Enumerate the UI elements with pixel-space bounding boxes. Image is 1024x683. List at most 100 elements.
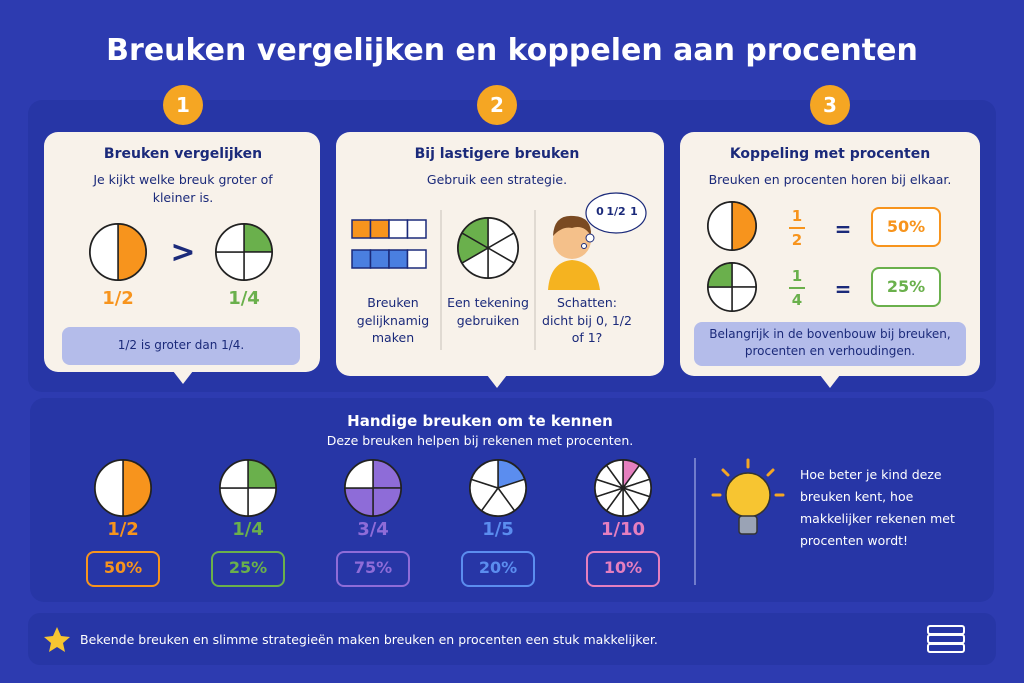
pie-slice [707,201,733,251]
pie-slice [460,217,489,250]
pie-slice [470,459,499,490]
percent: 25% [886,277,926,296]
equals: = [834,217,852,241]
card [44,132,320,372]
thought-dot [581,243,587,249]
fraction: 1/2 [107,519,139,540]
equals: = [834,277,852,301]
bulb [725,472,771,518]
step-heading: Koppeling met procenten [729,146,931,162]
boy-head [553,221,591,259]
fraction: 1/10 [600,519,646,540]
boy-hair [553,215,592,236]
section-subtitle: Deze breuken helpen bij rekenen met proc… [326,433,634,448]
denominator: 2 [791,231,803,249]
bar-cell [369,219,390,239]
pie-slice [94,459,124,517]
card-pointer [820,375,840,388]
fraction: 3/4 [357,519,389,540]
pie-slice [247,487,277,517]
tip: Hoe beter je kind deze breuken kent, hoe… [800,467,955,548]
percent: 75% [353,558,393,577]
pie-slice [215,223,245,253]
percent: 50% [103,558,143,577]
footer-bar [28,613,996,665]
step-badge [477,85,517,125]
bar-cell [388,219,409,239]
denominator: 4 [791,291,803,309]
thought-dot [585,233,595,243]
step-number: 3 [823,93,837,117]
pie-slice [731,286,757,312]
percent: 25% [228,558,268,577]
step-badge [810,85,850,125]
title: Breuken vergelijken en koppelen aan proc… [106,33,918,68]
fraction: 1/5 [482,519,514,540]
percent: 20% [478,558,518,577]
pie-slice [219,487,249,517]
note-box [694,322,966,366]
percent-box [586,551,660,587]
percent: 10% [603,558,643,577]
card [680,132,980,376]
step-heading: Bij lastigere breuken [414,146,580,162]
note-box [62,327,300,365]
step-number: 1 [176,93,190,117]
fraction: 1/4 [228,288,260,309]
card-pointer [487,375,507,388]
pie-slice [707,262,733,288]
step-heading: Breuken vergelijken [103,146,263,162]
star-icon [44,627,70,652]
bulb-ray [721,468,730,477]
percent: 50% [886,217,926,236]
percent-box [461,551,535,587]
strategy: Breuken gelijknamig maken [356,295,430,345]
thought-bubble [585,192,647,234]
strategy: Een tekening gebruiken [447,295,529,328]
pie-slice [247,459,277,489]
percent-box [211,551,285,587]
section-heading: Handige breuken om te kennen [347,412,613,430]
boy-body [548,260,600,290]
pie-slice [243,223,273,253]
step-badge [163,85,203,125]
bubble-text: 0 [596,205,604,218]
pie-slice [372,459,402,489]
bar-cell [351,249,372,269]
card-pointer [173,371,193,384]
numerator: 1 [791,207,803,225]
fraction: 1/4 [232,519,264,540]
bar-cell [351,219,372,239]
step-text: Gebruik een strategie. [426,172,568,187]
pie-slice [372,487,402,517]
fraction: 1/2 [102,288,134,309]
pie-slice [117,223,147,281]
step-text: Je kijkt welke breuk groter of kleiner i… [93,172,273,205]
strategy: Schatten: dicht bij 0, 1/2 of 1? [542,295,632,345]
note: Belangrijk in de bovenbouw bij breuken, … [709,327,951,358]
percent-box [86,551,160,587]
note: 1/2 is groter dan 1/4. [117,338,245,352]
step-number: 2 [490,93,504,117]
numerator: 1 [791,267,803,285]
pie-slice [243,251,273,281]
pie-slice [344,459,374,489]
pie-slice [605,459,624,491]
pie-slice [707,286,733,312]
pie-slice [219,459,249,489]
percent-box [336,551,410,587]
bar-cell [369,249,390,269]
percent-box [871,207,941,247]
step-text: Breuken en procenten horen bij elkaar. [708,172,952,187]
percent-box [871,267,941,307]
bulb-base [738,515,758,535]
pie-slice [731,201,757,251]
bubble-text: 1 [630,205,638,218]
pie-slice [89,223,119,281]
pie-slice [344,487,374,517]
pie-slice [122,459,152,517]
bar-cell [406,219,427,239]
compare-sign: > [170,235,196,270]
